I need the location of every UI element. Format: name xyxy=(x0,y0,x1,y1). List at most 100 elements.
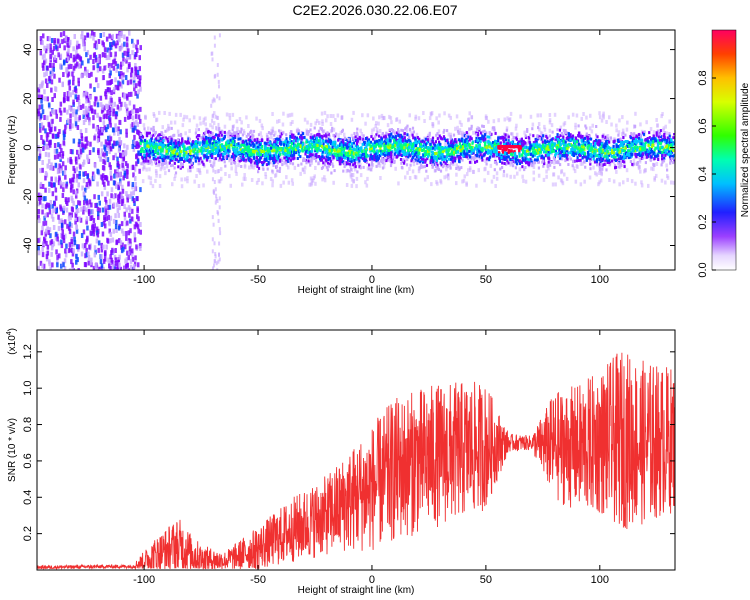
spectrogram-cell xyxy=(42,146,45,151)
spectrogram-cell xyxy=(376,130,379,134)
spectrogram-cell xyxy=(666,136,669,140)
spectrogram-cell xyxy=(516,171,519,176)
spectrogram-cell xyxy=(102,220,106,226)
spectrogram-cell xyxy=(202,120,205,125)
spectrogram-cell xyxy=(430,182,433,187)
spectrogram-cell xyxy=(550,138,553,142)
spectrogram-cell xyxy=(150,151,153,155)
spectrogram-cell xyxy=(109,146,113,152)
spectrogram-cell xyxy=(87,183,90,189)
spectrogram-cell xyxy=(579,147,582,151)
spectrogram-cell xyxy=(322,156,325,160)
spectrogram-cell xyxy=(49,200,53,205)
spectrogram-cell xyxy=(397,128,400,131)
spectrogram-cell xyxy=(110,100,114,106)
spectrogram-cell xyxy=(62,135,66,141)
spectrogram-cell xyxy=(307,155,311,159)
spectrogram-cell xyxy=(334,144,337,148)
spectrogram-cell xyxy=(81,36,85,42)
spectrogram-cell xyxy=(136,214,139,220)
spectrogram-cell xyxy=(137,114,141,120)
spectrogram-cell xyxy=(113,140,116,146)
spectrogram-cell xyxy=(109,164,112,170)
spectrogram-cell xyxy=(431,122,434,126)
spectrogram-cell xyxy=(211,145,215,149)
spectrogram-cell xyxy=(50,213,54,219)
spectrogram-cell xyxy=(87,58,90,64)
spectrogram-cell xyxy=(354,165,357,169)
spectrogram-cell xyxy=(460,122,463,127)
spectrogram-cell xyxy=(192,154,195,158)
spectrogram-cell xyxy=(136,69,140,75)
spectrogram-cell xyxy=(242,176,246,181)
spectrogram-cell xyxy=(146,155,149,159)
spectrogram-cell xyxy=(59,64,62,70)
spectrogram-cell xyxy=(110,175,113,181)
spectrogram-cell xyxy=(647,152,650,156)
spectrogram-cell xyxy=(213,147,216,151)
spectrogram-cell xyxy=(180,184,184,189)
spectrogram-cell xyxy=(228,116,232,121)
spectrogram-cell xyxy=(111,143,115,149)
spectrogram-cell xyxy=(80,142,84,148)
spectrogram-cell xyxy=(443,149,446,153)
spectrogram-cell xyxy=(655,118,658,122)
spectrogram-cell xyxy=(68,85,71,91)
spectrogram-cell xyxy=(144,115,147,120)
spectrogram-cell xyxy=(223,124,227,129)
spectrogram-cell xyxy=(65,68,68,74)
spectrogram-cell xyxy=(339,143,342,147)
spectrogram-cell xyxy=(673,159,675,163)
spectrogram-cell xyxy=(518,150,521,154)
spectrogram-cell xyxy=(346,154,350,158)
spectrogram-cell xyxy=(85,98,88,104)
spectrogram-cell xyxy=(118,254,121,260)
spectrogram-cell xyxy=(64,248,67,254)
spectrogram-cell xyxy=(199,121,202,126)
spectrogram-cell xyxy=(99,102,103,108)
spectrogram-cell xyxy=(44,187,47,193)
spectrogram-cell xyxy=(398,140,401,144)
spectrogram-cell xyxy=(668,132,671,136)
spectrogram-cell xyxy=(130,91,133,97)
spectrogram-cell xyxy=(37,114,40,120)
spectrogram-cell xyxy=(62,262,65,268)
spectrogram-cell xyxy=(472,169,475,174)
spectrogram-cell xyxy=(475,133,478,136)
spectrogram-cell xyxy=(292,149,295,153)
spectrogram-cell xyxy=(484,145,487,149)
spectrogram-cell xyxy=(121,162,124,168)
spectrogram-cell xyxy=(58,43,61,49)
spectrogram-cell xyxy=(125,47,129,53)
spectrogram-cell xyxy=(303,135,306,139)
spectrogram-cell xyxy=(128,111,131,117)
spectrogram-cell xyxy=(651,137,654,141)
spectrogram-cell xyxy=(348,162,352,166)
spectrogram-cell xyxy=(79,63,82,69)
spectrogram-cell xyxy=(231,112,235,117)
spectrogram-cell xyxy=(167,126,171,131)
spectrogram-cell xyxy=(80,34,83,40)
spectrogram-cell xyxy=(437,120,440,125)
spectrogram-cell xyxy=(288,158,291,162)
spectrogram-cell xyxy=(99,95,103,101)
spectrogram-cell xyxy=(114,141,117,147)
spectrogram-cell xyxy=(87,260,90,266)
spectrogram-cell xyxy=(101,173,105,179)
spectrogram-cell xyxy=(114,248,117,253)
spectrogram-cell xyxy=(109,44,113,50)
spectrogram-cell xyxy=(95,57,98,63)
spectrogram-cell xyxy=(233,156,236,160)
spectrogram-cell xyxy=(501,161,504,165)
spectrogram-cell xyxy=(115,111,119,117)
spectrogram-cell xyxy=(588,160,592,164)
spectrogram-cell xyxy=(135,244,138,250)
spectrogram-cell xyxy=(241,182,244,187)
spectrogram-cell xyxy=(309,128,312,132)
spectrogram-cell xyxy=(108,50,111,56)
spectrogram-cell xyxy=(579,182,583,187)
spectrogram-cell xyxy=(41,209,44,215)
spectrogram-cell xyxy=(492,119,496,124)
spectrogram-cell xyxy=(100,141,103,147)
spectrogram-cell xyxy=(203,154,206,158)
